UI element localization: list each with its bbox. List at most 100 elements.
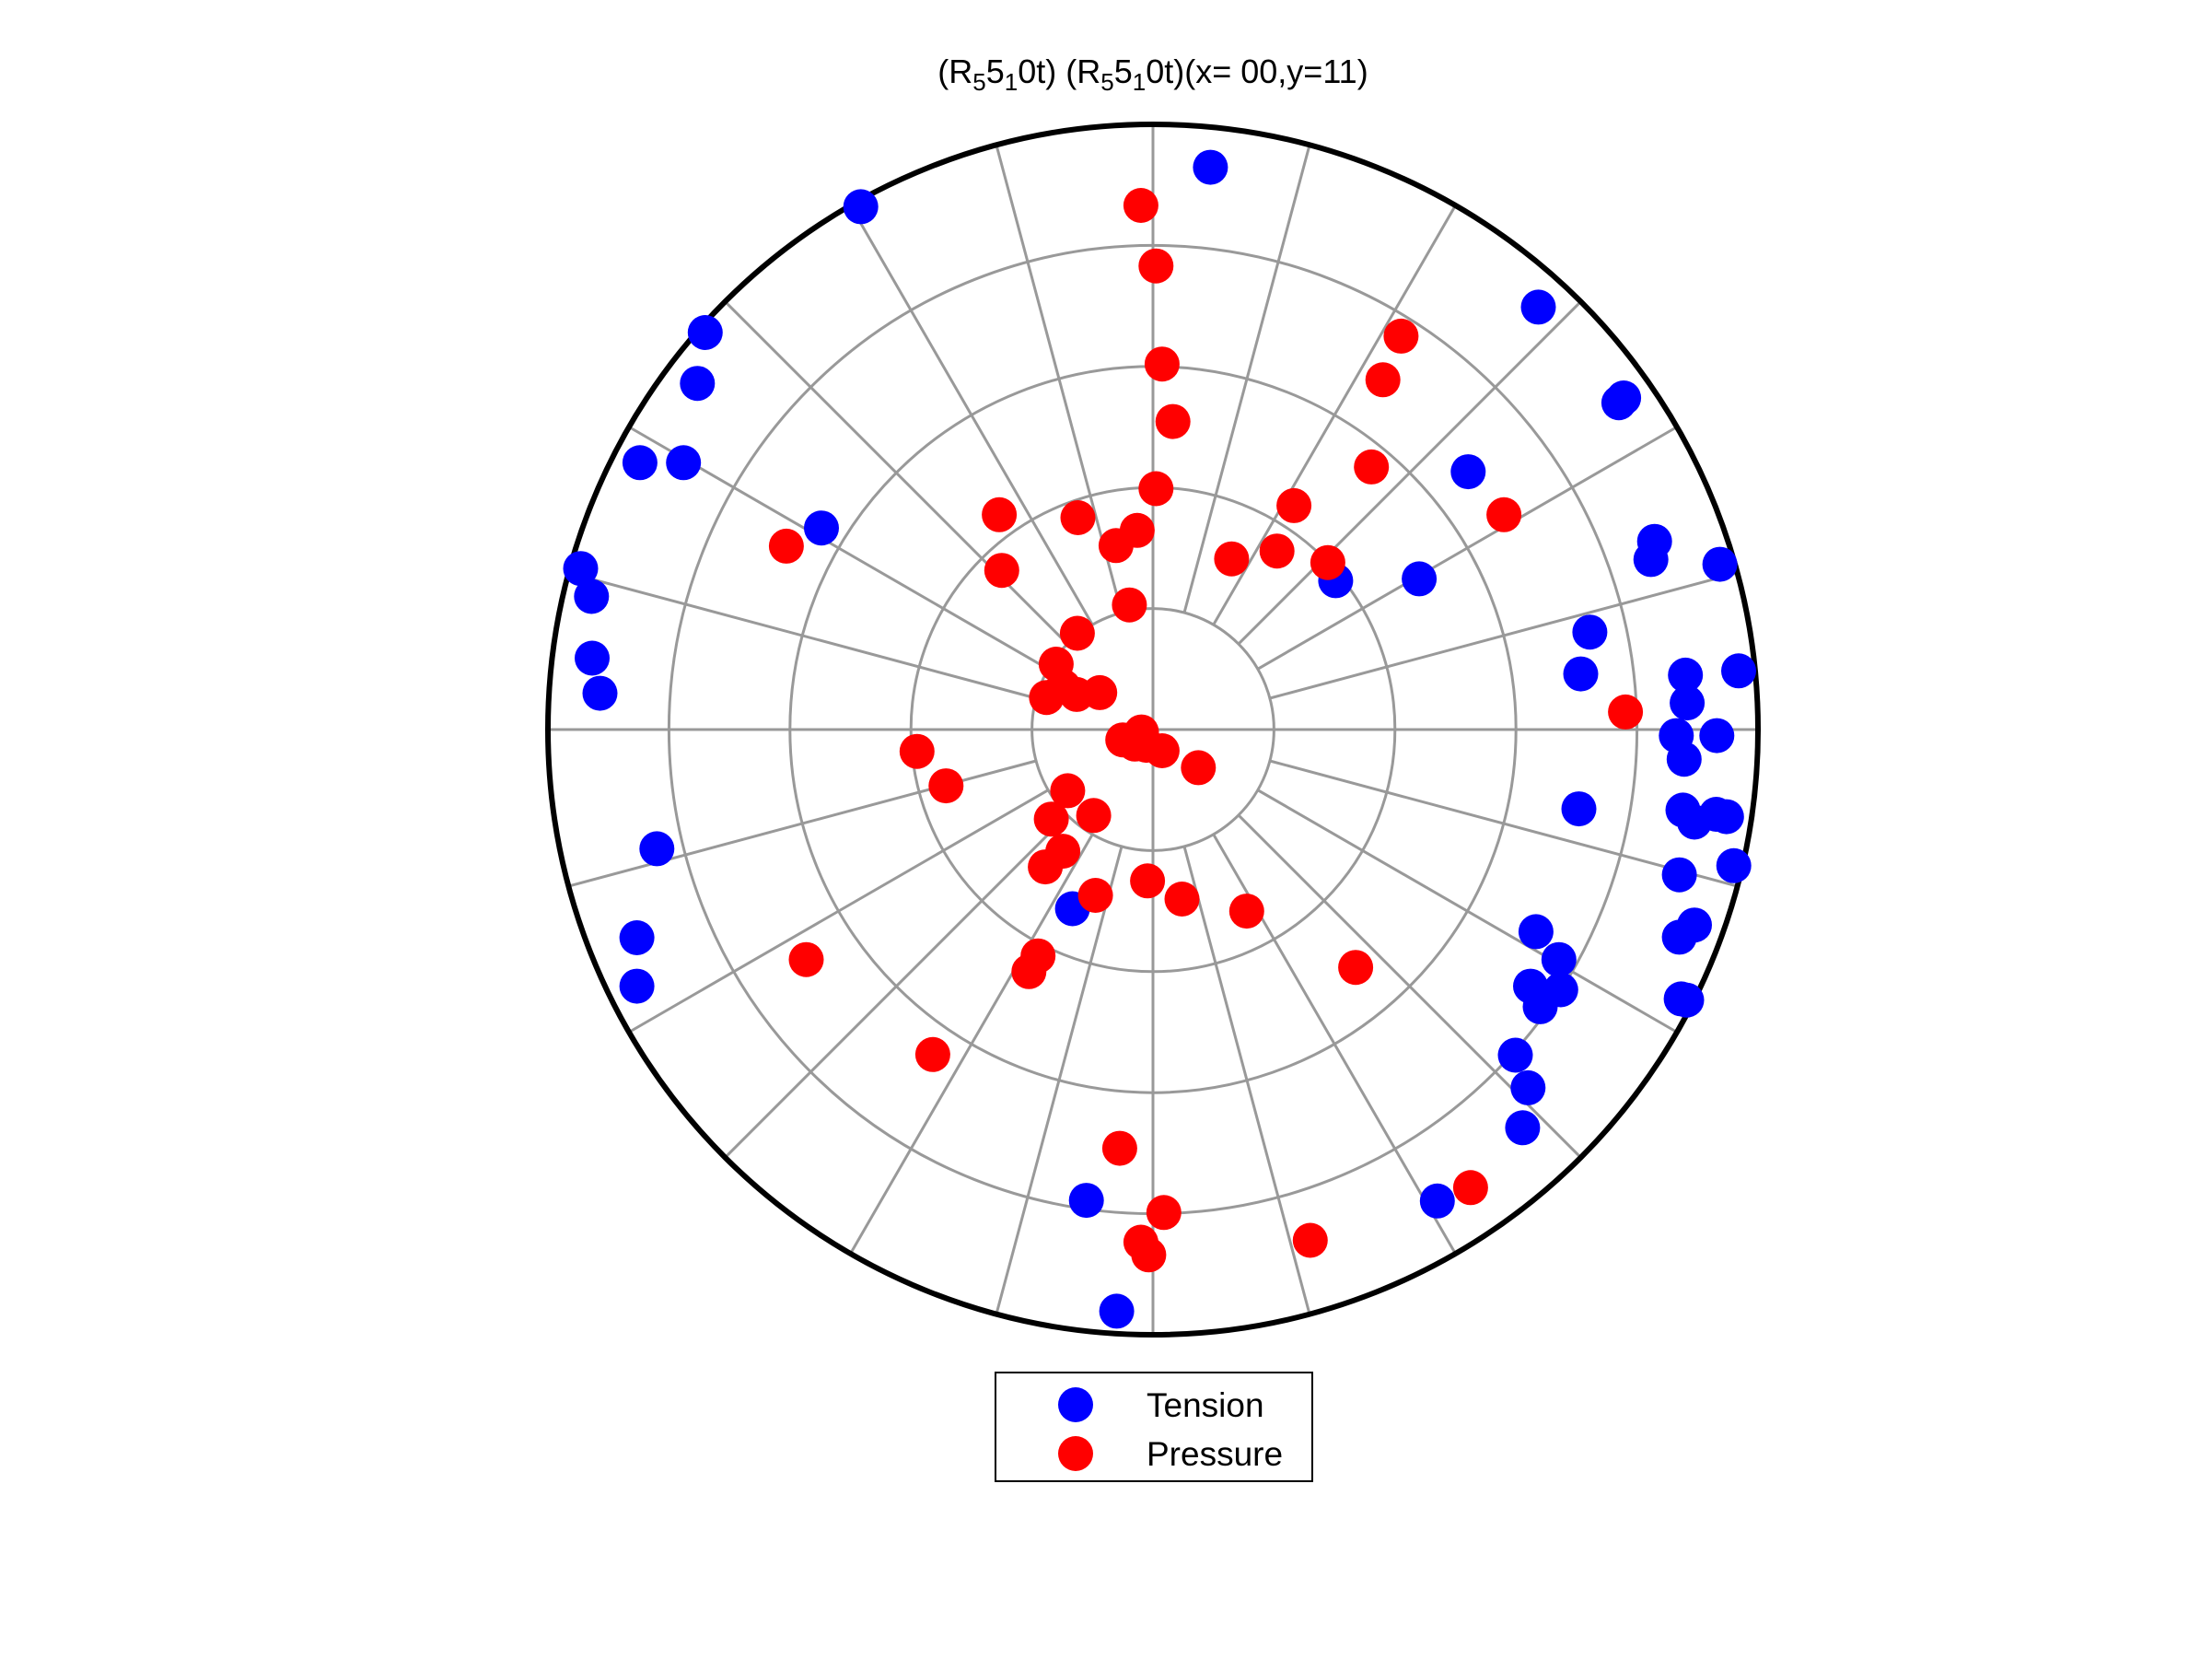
point-tension — [1702, 546, 1738, 582]
point-tension — [1561, 791, 1597, 827]
point-tension — [1193, 149, 1228, 185]
point-pressure — [1101, 1130, 1137, 1166]
point-pressure — [1228, 894, 1264, 929]
point-pressure — [1033, 801, 1069, 837]
point-pressure — [982, 497, 1018, 532]
point-tension — [1663, 981, 1699, 1017]
primitive-circle — [545, 122, 1761, 1338]
point-tension — [1505, 1110, 1541, 1146]
point-tension — [563, 551, 599, 587]
chart-title-text: (R — [937, 53, 972, 90]
point-pressure — [1123, 188, 1158, 223]
point-pressure — [1130, 863, 1166, 899]
point-tension — [619, 920, 655, 955]
legend-marker-pressure — [1058, 1436, 1093, 1471]
point-tension — [1402, 561, 1438, 597]
grid-spoke — [628, 789, 1049, 1034]
point-pressure — [1155, 403, 1191, 439]
point-tension — [582, 675, 618, 711]
point-pressure — [1608, 694, 1644, 730]
legend-label-pressure: Pressure — [1147, 1435, 1283, 1473]
chart-title-text: 0t) (R — [1018, 53, 1100, 90]
point-tension — [574, 578, 610, 614]
chart-title-text: 5 — [986, 53, 1005, 90]
point-tension — [1666, 742, 1702, 777]
point-tension — [1518, 914, 1554, 950]
point-pressure — [1138, 248, 1174, 284]
point-tension — [1699, 718, 1735, 754]
point-tension — [1721, 653, 1756, 689]
point-tension — [639, 831, 675, 867]
grid-spoke — [1182, 144, 1311, 613]
point-tension — [1661, 857, 1697, 893]
grid-spoke — [995, 144, 1123, 613]
point-tension — [1510, 1069, 1546, 1105]
point-pressure — [914, 1036, 950, 1072]
point-tension — [1563, 656, 1599, 692]
point-tension — [1716, 847, 1752, 883]
point-pressure — [1076, 798, 1112, 834]
point-tension — [1670, 685, 1706, 721]
point-pressure — [1050, 773, 1086, 809]
point-pressure — [1259, 533, 1295, 569]
point-pressure — [1310, 544, 1345, 580]
point-pressure — [1164, 882, 1200, 917]
point-tension — [1661, 919, 1697, 955]
data-points — [563, 149, 1756, 1329]
point-tension — [1668, 657, 1704, 693]
point-pressure — [1486, 497, 1522, 532]
point-tension — [843, 189, 879, 225]
point-pressure — [1112, 587, 1147, 623]
point-pressure — [1131, 1237, 1167, 1273]
grid-spoke — [1257, 789, 1678, 1034]
point-pressure — [1011, 953, 1047, 989]
point-pressure — [1144, 733, 1180, 768]
point-tension — [1677, 804, 1712, 840]
point-pressure — [1354, 449, 1390, 485]
point-pressure — [1452, 1170, 1488, 1206]
point-pressure — [1292, 1222, 1328, 1258]
legend-label-tension: Tension — [1147, 1386, 1264, 1424]
point-tension — [1068, 1183, 1104, 1219]
point-pressure — [1214, 541, 1250, 577]
grid-spoke — [724, 300, 1069, 646]
point-pressure — [1338, 950, 1374, 986]
grid-spoke — [849, 834, 1094, 1255]
point-pressure — [1138, 471, 1174, 507]
point-tension — [622, 445, 658, 481]
point-pressure — [1181, 750, 1217, 786]
point-pressure — [1276, 487, 1312, 523]
point-pressure — [899, 733, 935, 769]
grid-spoke — [1257, 426, 1678, 671]
chart-title: (R5510t) (R5510t)(x= 00,y=11) — [937, 53, 1368, 96]
point-pressure — [928, 768, 964, 804]
grid-spoke — [567, 571, 1037, 700]
grid-spoke — [995, 846, 1123, 1315]
point-pressure — [1383, 318, 1419, 354]
point-pressure — [1028, 849, 1064, 885]
legend-box — [995, 1372, 1313, 1482]
grid-spoke — [1182, 846, 1311, 1315]
point-pressure — [768, 528, 804, 564]
point-tension — [1099, 1293, 1135, 1329]
chart-title-text: 5 — [1114, 53, 1133, 90]
point-tension — [619, 968, 655, 1004]
legend-marker-tension — [1058, 1387, 1093, 1422]
point-tension — [666, 445, 702, 481]
point-tension — [1520, 289, 1556, 325]
point-pressure — [1077, 878, 1113, 913]
point-tension — [1522, 988, 1558, 1024]
point-tension — [1633, 542, 1669, 578]
point-tension — [680, 366, 716, 402]
point-pressure — [788, 941, 824, 977]
point-tension — [1572, 614, 1608, 650]
point-pressure — [1098, 528, 1134, 564]
point-tension — [1541, 941, 1577, 977]
point-pressure — [1059, 615, 1095, 651]
chart-title-text: 0t)(x= 00,y=11) — [1146, 53, 1368, 90]
grid-spoke — [724, 813, 1069, 1159]
point-pressure — [1029, 680, 1065, 716]
grid-spoke — [1212, 204, 1457, 625]
point-tension — [1450, 454, 1486, 490]
